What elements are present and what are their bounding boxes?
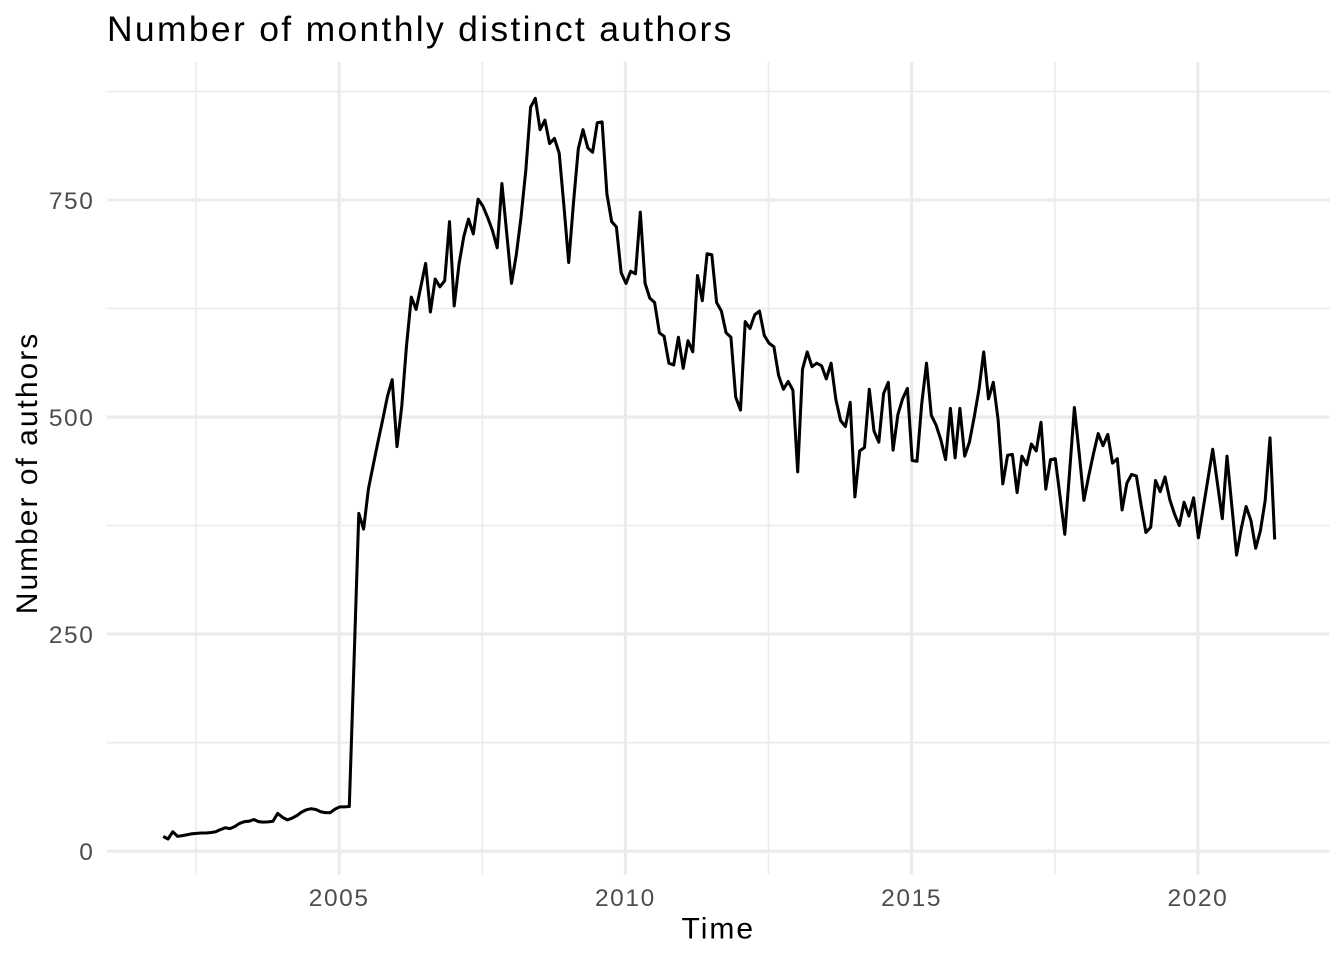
svg-text:2015: 2015 — [881, 885, 942, 912]
svg-text:2005: 2005 — [309, 885, 370, 912]
svg-text:2020: 2020 — [1167, 885, 1228, 912]
svg-text:500: 500 — [49, 405, 95, 432]
svg-text:Number of monthly distinct aut: Number of monthly distinct authors — [107, 9, 734, 49]
svg-text:250: 250 — [49, 622, 95, 649]
svg-text:Time: Time — [682, 913, 756, 946]
svg-text:2010: 2010 — [595, 885, 656, 912]
svg-text:0: 0 — [79, 839, 94, 866]
svg-text:750: 750 — [49, 188, 95, 215]
svg-text:Number of authors: Number of authors — [11, 332, 44, 614]
